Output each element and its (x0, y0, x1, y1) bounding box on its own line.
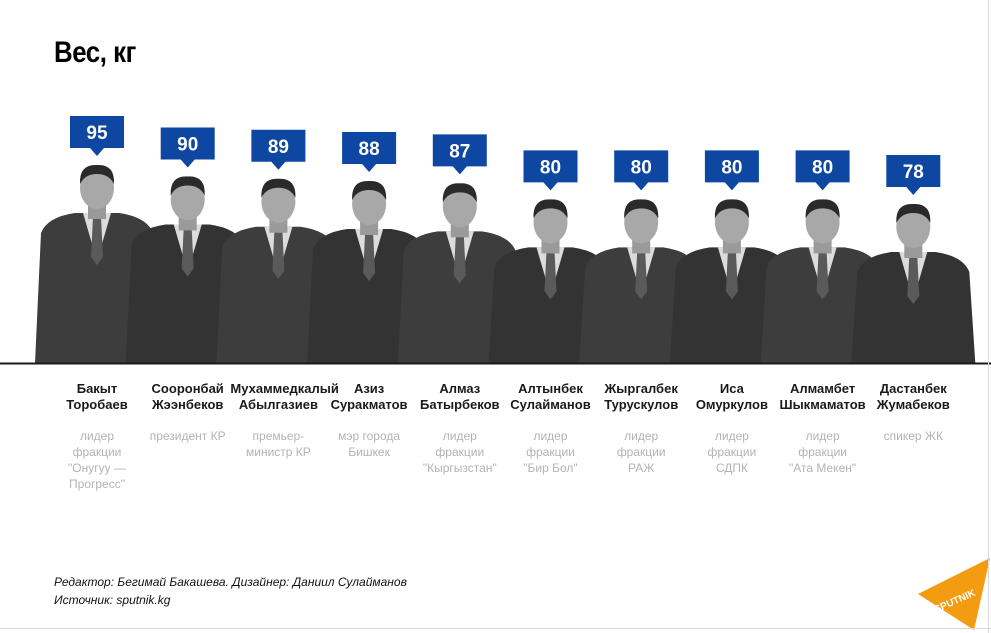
value-marker (342, 132, 397, 173)
value-label: 80 (540, 157, 561, 178)
person-role: лидер фракции СДПК (707, 429, 757, 475)
person-head (80, 167, 114, 209)
person-hair (896, 203, 931, 223)
person-hair (170, 176, 205, 196)
person-head (896, 206, 931, 248)
right-divider (988, 0, 989, 633)
person-tie (725, 251, 738, 300)
person-role: лидер фракции "Кыргызстан" (422, 429, 497, 475)
page-title: Вес, кг (54, 36, 136, 69)
person-tie (181, 228, 194, 277)
person-head (714, 201, 749, 244)
person-role: лидер фракции РАЖ (616, 429, 666, 475)
person-role: спикер ЖК (883, 429, 943, 443)
person-head (533, 201, 568, 244)
value-label: 88 (359, 139, 380, 160)
value-label: 87 (449, 141, 470, 162)
credits: Редактор: Бегимай Бакашева. Дизайнер: Да… (54, 573, 407, 609)
person-role: лидер фракции "Бир Бол" (523, 429, 578, 475)
value-callout: 95 (70, 116, 124, 156)
value-label: 90 (177, 134, 198, 155)
person-head (170, 178, 205, 221)
value-marker (614, 150, 669, 191)
person-hair (533, 199, 568, 219)
person-figure (851, 203, 976, 363)
value-label: 95 (86, 123, 108, 144)
value-callout: 89 (251, 129, 306, 170)
sputnik-logo-icon: SPUTNIK (918, 558, 990, 630)
value-marker (523, 150, 578, 191)
person-hair (624, 199, 659, 219)
value-marker (704, 150, 759, 191)
person-name: Бакыт Торобаев (66, 381, 128, 412)
person-role: президент КР (149, 429, 226, 443)
person-hair (442, 183, 477, 203)
person-role: премьер- министр КР (246, 429, 311, 459)
person-head (261, 180, 296, 223)
value-callout: 90 (160, 127, 215, 168)
weight-chart: 95 90 89 88 87 80 80 80 80 78 (0, 116, 991, 365)
person-head (805, 201, 840, 244)
person-name: Алмаз Батырбеков (420, 381, 500, 412)
person-tie (635, 251, 648, 300)
person-tie (907, 256, 920, 304)
person-hair (79, 164, 115, 184)
value-label: 80 (631, 157, 652, 178)
value-callout: 87 (432, 134, 487, 175)
person-head (624, 201, 659, 244)
person-name: Алмамбет Шыкмаматов (779, 381, 866, 412)
value-marker (251, 129, 306, 170)
source-credit: Источник: sputnik.kg (54, 593, 171, 607)
person-tie (91, 217, 103, 265)
value-callout: 80 (795, 150, 850, 191)
value-label: 78 (903, 162, 924, 183)
value-marker (886, 155, 941, 195)
person-tie (544, 251, 557, 300)
person-hair (261, 178, 296, 198)
value-callout: 80 (614, 150, 669, 191)
person-name: Мухаммедкалый Абылгазиев (230, 381, 339, 412)
person-name: Азиз Суракматов (330, 381, 408, 412)
value-callout: 88 (342, 132, 397, 173)
person-silhouette (851, 252, 976, 363)
value-callout: 78 (886, 155, 941, 195)
person-hair (352, 181, 387, 201)
person-role: лидер фракции "Ата Мекен" (789, 429, 857, 475)
value-marker (795, 150, 850, 191)
value-callout: 80 (523, 150, 578, 191)
person-name: Жыргалбек Турускулов (604, 381, 679, 412)
value-label: 89 (268, 137, 289, 158)
person-name: Иса Омуркулов (695, 381, 768, 412)
person-hair (714, 199, 749, 219)
person-name: Сооронбай Жээнбеков (151, 381, 224, 412)
bottom-divider (0, 628, 991, 629)
person-head (442, 185, 477, 228)
editor-credit: Редактор: Бегимай Бакашева. Дизайнер: Да… (54, 575, 407, 589)
value-label: 80 (721, 157, 742, 178)
value-marker (432, 134, 487, 175)
person-tie (816, 251, 829, 300)
person-hair (805, 199, 840, 219)
value-marker (160, 127, 215, 168)
person-role: лидер фракции "Онугуу — Прогресс" (68, 429, 126, 491)
value-marker (70, 116, 124, 156)
person-name: Алтынбек Сулайманов (510, 381, 591, 412)
person-role: мэр города Бишкек (338, 429, 401, 459)
value-callout: 80 (704, 150, 759, 191)
person-head (352, 183, 387, 226)
person-tie (363, 233, 376, 282)
person-name: Дастанбек Жумабеков (876, 381, 950, 412)
person-tie (272, 230, 285, 279)
person-tie (453, 235, 466, 284)
value-label: 80 (812, 157, 833, 178)
